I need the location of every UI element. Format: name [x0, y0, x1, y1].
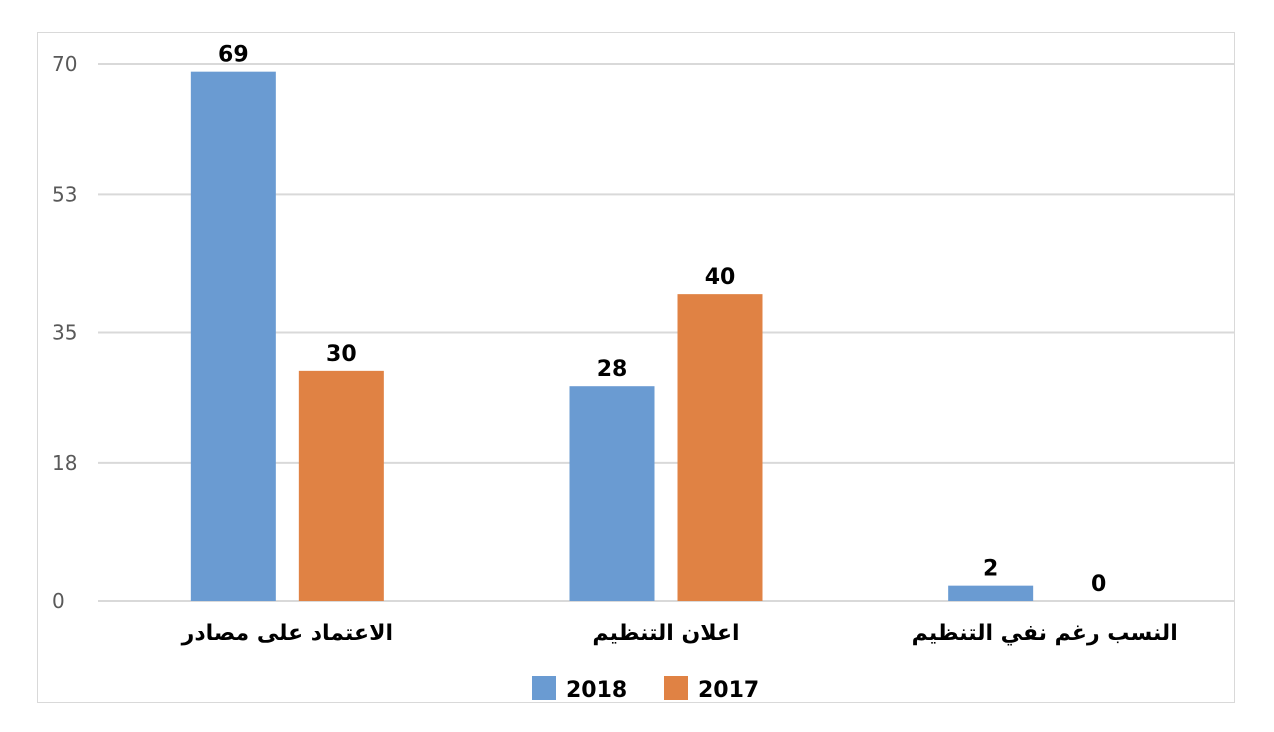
- legend-label-2018: 2018: [566, 678, 627, 703]
- y-tick-label: 70: [52, 52, 77, 76]
- y-tick-label: 35: [52, 321, 77, 345]
- bar-2018-1: [569, 386, 655, 601]
- category-labels: الاعتماد على مصادر اعلان التنظيم النسب رغم…: [181, 621, 1178, 646]
- legend: 2018 2017: [532, 676, 759, 703]
- bars: [190, 71, 1034, 601]
- legend-label-2017: 2017: [698, 678, 759, 703]
- category-label: الاعتماد على مصادر: [181, 621, 393, 646]
- category-label: النسب رغم نفي التنظيم: [912, 621, 1178, 646]
- bar-2017-0: [298, 370, 384, 601]
- data-label-2017-1: 40: [705, 265, 736, 290]
- y-axis-ticks: 0 18 35 53 70: [52, 52, 77, 613]
- y-tick-label: 0: [52, 589, 65, 613]
- bar-2017-1: [677, 294, 763, 601]
- data-label-2018-1: 28: [597, 357, 628, 382]
- data-label-2018-2: 2: [983, 557, 998, 582]
- data-label-2017-2: 0: [1091, 572, 1106, 597]
- legend-swatch-2018: [532, 676, 556, 700]
- data-label-2017-0: 30: [326, 342, 357, 367]
- bar-2018-0: [190, 71, 276, 601]
- y-tick-label: 53: [52, 182, 77, 206]
- data-label-2018-0: 69: [218, 43, 249, 68]
- category-label: اعلان التنظيم: [592, 621, 739, 646]
- legend-swatch-2017: [664, 676, 688, 700]
- data-labels: 69 30 28 40 2 0: [218, 43, 1106, 597]
- gridlines: [98, 63, 1234, 602]
- y-tick-label: 18: [52, 451, 77, 475]
- bar-2018-2: [948, 585, 1034, 601]
